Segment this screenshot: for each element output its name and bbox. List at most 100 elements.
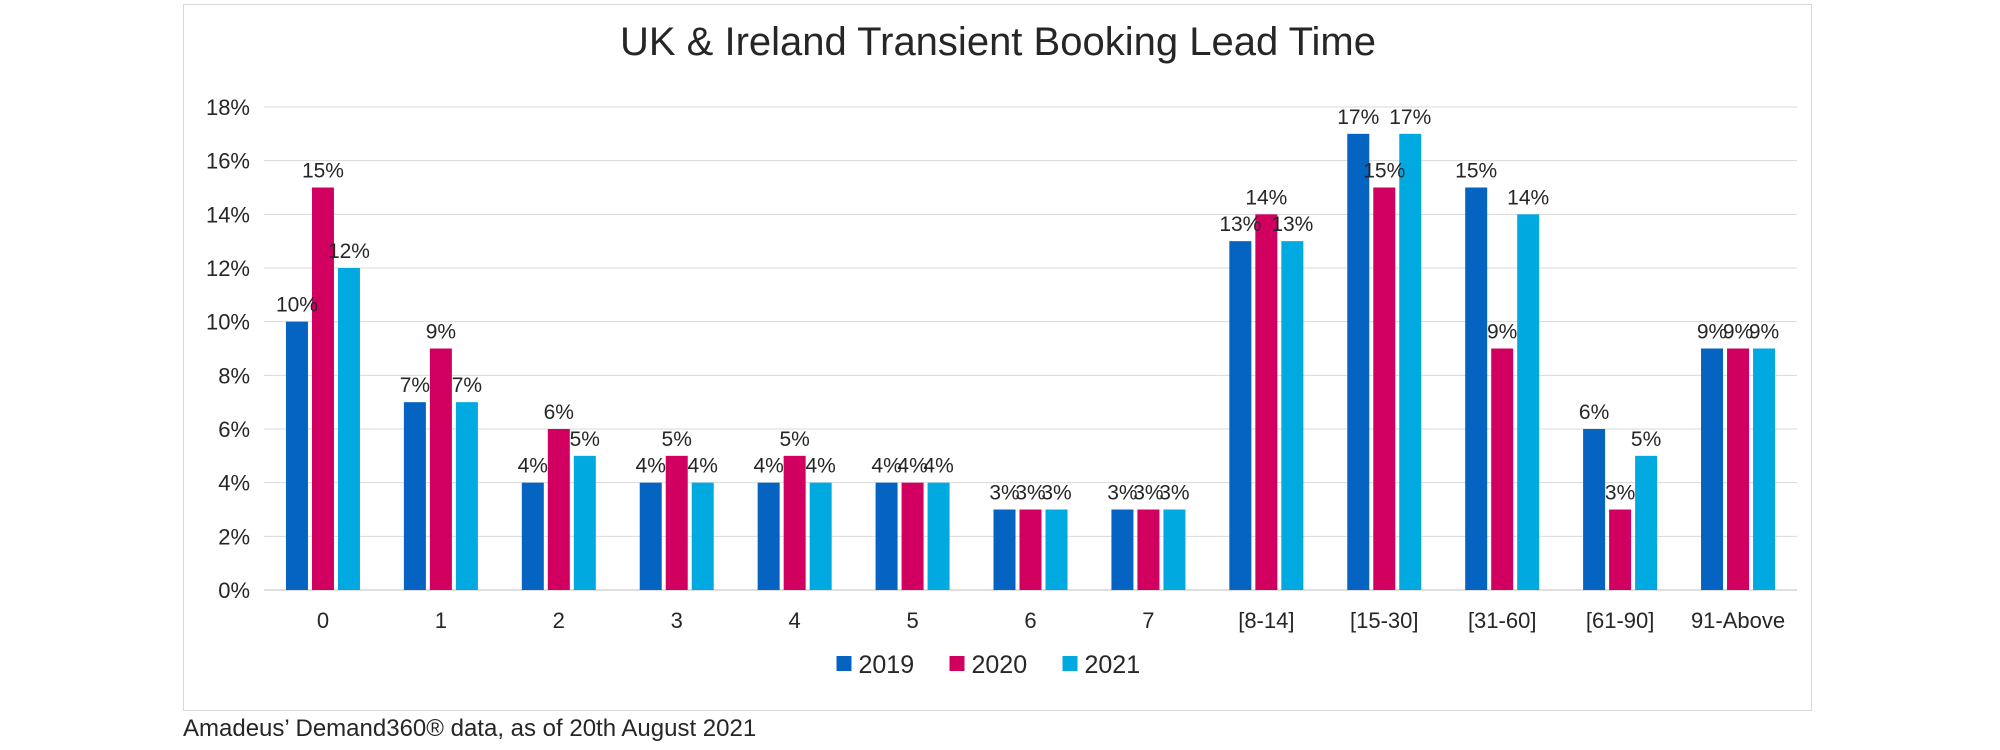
bar-2019	[521, 482, 544, 590]
data-label: 9%	[1697, 321, 1727, 344]
y-tick-label: 0%	[218, 578, 250, 603]
data-label: 7%	[452, 374, 482, 397]
bar-2020	[547, 429, 570, 590]
data-label: 3%	[1159, 482, 1189, 505]
bar-2021	[455, 402, 478, 590]
data-label: 9%	[1723, 321, 1753, 344]
data-label: 15%	[1455, 160, 1497, 183]
legend-label: 2019	[859, 651, 915, 679]
bar-2020	[1609, 509, 1632, 590]
bar-2020	[1137, 509, 1160, 590]
bar-2019	[639, 482, 662, 590]
data-label: 5%	[570, 428, 600, 451]
data-label: 7%	[400, 374, 430, 397]
data-label: 6%	[544, 401, 574, 424]
data-label: 4%	[923, 455, 953, 478]
data-label: 5%	[1631, 428, 1661, 451]
legend-label: 2021	[1085, 651, 1141, 679]
bar-2020	[429, 348, 452, 590]
bar-2019	[993, 509, 1016, 590]
bar-2019	[1347, 133, 1370, 591]
data-label: 9%	[1749, 321, 1779, 344]
y-tick-label: 18%	[206, 95, 250, 120]
data-label: 3%	[1107, 482, 1137, 505]
bar-2019	[403, 402, 426, 590]
bar-2019	[1229, 241, 1252, 590]
x-tick-label: 5	[906, 608, 918, 633]
bar-2020	[1373, 187, 1396, 590]
bar-2020	[1019, 509, 1042, 590]
bar-2021	[337, 268, 360, 590]
data-label: 9%	[426, 321, 456, 344]
data-label: 4%	[871, 455, 901, 478]
bar-2019	[757, 482, 780, 590]
x-tick-label: 2	[553, 608, 565, 633]
chart-title: UK & Ireland Transient Booking Lead Time	[620, 20, 1376, 64]
bar-2021	[1163, 509, 1186, 590]
y-tick-label: 14%	[206, 202, 250, 227]
x-tick-label: 7	[1142, 608, 1154, 633]
bar-2020	[783, 455, 806, 590]
bar-2021	[1635, 455, 1658, 590]
x-tick-label: 1	[435, 608, 447, 633]
data-label: 3%	[1133, 482, 1163, 505]
bar-2021	[691, 482, 714, 590]
chart-container: UK & Ireland Transient Booking Lead Time…	[183, 4, 1812, 711]
data-label: 13%	[1219, 213, 1261, 236]
y-tick-label: 2%	[218, 524, 250, 549]
x-axis-ticks: 0 1 2 3 4 5 6 7 [8-14] [15-30] [31-60] [61-90] 91-Ab…	[317, 608, 1785, 633]
data-label: 3%	[989, 482, 1019, 505]
data-label: 3%	[1015, 482, 1045, 505]
bar-2020	[665, 455, 688, 590]
x-tick-label: 6	[1024, 608, 1036, 633]
x-tick-label: [8-14]	[1238, 608, 1294, 633]
data-label: 12%	[328, 240, 370, 263]
data-label: 14%	[1245, 186, 1287, 209]
legend-label: 2020	[972, 651, 1028, 679]
x-tick-label: [15-30]	[1350, 608, 1419, 633]
bar-2021	[1399, 133, 1422, 591]
data-label: 4%	[805, 455, 835, 478]
data-label: 15%	[302, 160, 344, 183]
y-axis-ticks: 0% 2% 4% 6% 8% 10% 12% 14% 16% 18%	[206, 95, 250, 603]
y-tick-label: 12%	[206, 256, 250, 281]
legend-swatch	[836, 656, 852, 671]
source-note: Amadeus’ Demand360® data, as of 20th Aug…	[183, 715, 757, 742]
y-tick-label: 6%	[218, 417, 250, 442]
bar-2019	[1583, 429, 1606, 590]
legend-swatch	[949, 656, 965, 671]
data-label: 14%	[1507, 186, 1549, 209]
bar-chart: UK & Ireland Transient Booking Lead Time…	[206, 20, 1797, 679]
bar-2021	[573, 455, 596, 590]
bar-2021	[1045, 509, 1068, 590]
x-tick-label: [31-60]	[1468, 608, 1537, 633]
data-label: 4%	[753, 455, 783, 478]
data-label: 5%	[779, 428, 809, 451]
gridlines	[264, 106, 1797, 591]
bar-2021	[1517, 214, 1540, 591]
legend-swatch	[1062, 656, 1078, 671]
data-label: 4%	[636, 455, 666, 478]
data-labels: 10%15%12%7%9%7%4%6%5%4%5%4% 4%5%4% 4%4%4%3…	[276, 106, 1779, 505]
data-label: 5%	[662, 428, 692, 451]
data-label: 10%	[276, 294, 318, 317]
legend: 2019 2020 2021	[836, 651, 1141, 679]
bar-2020	[1255, 214, 1278, 591]
data-label: 6%	[1579, 401, 1609, 424]
bar-2019	[1701, 348, 1724, 590]
x-tick-label: 91-Above	[1691, 608, 1785, 633]
y-tick-label: 10%	[206, 310, 250, 335]
bar-2021	[1753, 348, 1776, 590]
x-tick-label: 3	[671, 608, 683, 633]
data-label: 15%	[1363, 160, 1405, 183]
x-tick-label: [61-90]	[1586, 608, 1655, 633]
y-tick-label: 16%	[206, 149, 250, 174]
bar-2020	[311, 187, 334, 590]
bar-2019	[285, 321, 308, 590]
bars	[285, 133, 1776, 591]
bar-2019	[875, 482, 898, 590]
data-label: 4%	[518, 455, 548, 478]
x-tick-label: 4	[789, 608, 801, 633]
y-tick-label: 8%	[218, 363, 250, 388]
bar-2020	[1491, 348, 1514, 590]
